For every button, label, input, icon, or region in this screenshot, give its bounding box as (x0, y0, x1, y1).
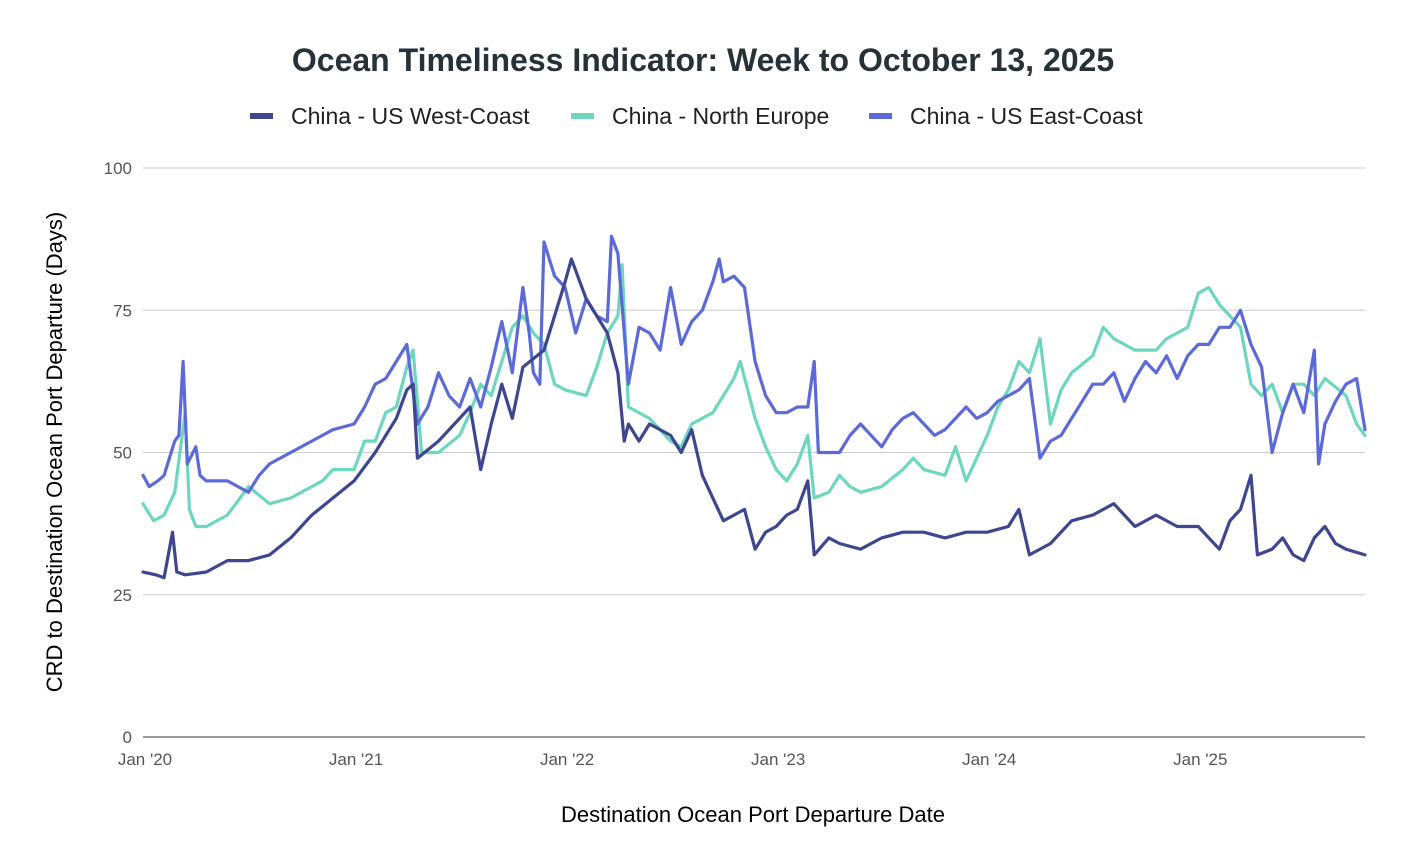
y-axis-ticks: 0 25 50 75 100 (104, 159, 132, 747)
legend: China - US West-Coast China - North Euro… (250, 103, 1143, 129)
series-line-us-west-coast[interactable] (141, 257, 1367, 580)
legend-item-us-west-coast[interactable]: China - US West-Coast (250, 103, 530, 129)
legend-label-north-europe: China - North Europe (612, 103, 829, 129)
x-tick-label-1: Jan '21 (329, 750, 383, 769)
y-tick-label-100: 100 (104, 159, 132, 178)
legend-label-us-west-coast: China - US West-Coast (291, 103, 530, 129)
x-tick-label-2: Jan '22 (540, 750, 594, 769)
x-tick-label-3: Jan '23 (751, 750, 805, 769)
legend-item-north-europe[interactable]: China - North Europe (571, 103, 829, 129)
x-tick-label-0: Jan '20 (118, 750, 172, 769)
y-axis-title: CRD to Destination Ocean Port Departure … (42, 212, 67, 693)
x-axis-title: Destination Ocean Port Departure Date (561, 802, 945, 827)
y-tick-label-0: 0 (123, 728, 132, 747)
series-layer (141, 234, 1367, 580)
chart-title: Ocean Timeliness Indicator: Week to Octo… (292, 42, 1114, 78)
series-line-north-europe[interactable] (141, 263, 1367, 529)
gridlines (143, 167, 1365, 738)
x-tick-label-5: Jan '25 (1173, 750, 1227, 769)
y-tick-label-75: 75 (113, 301, 132, 320)
legend-item-us-east-coast[interactable]: China - US East-Coast (869, 103, 1143, 129)
y-tick-label-50: 50 (113, 444, 132, 463)
x-tick-label-4: Jan '24 (962, 750, 1016, 769)
series-line-us-east-coast[interactable] (141, 234, 1367, 494)
y-tick-label-25: 25 (113, 586, 132, 605)
legend-label-us-east-coast: China - US East-Coast (910, 103, 1143, 129)
x-axis-ticks: Jan '20 Jan '21 Jan '22 Jan '23 Jan '24 Jan '… (118, 750, 1228, 769)
